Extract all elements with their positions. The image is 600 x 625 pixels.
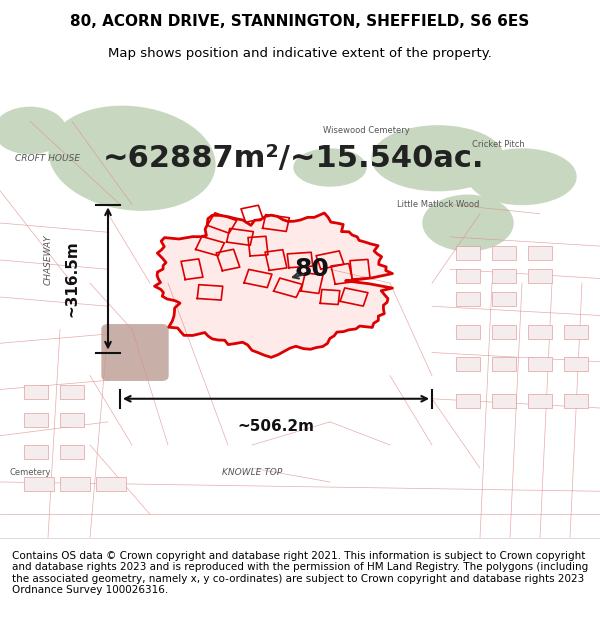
Bar xyxy=(456,394,480,408)
Bar xyxy=(492,325,516,339)
Bar xyxy=(456,269,480,283)
Bar xyxy=(24,385,48,399)
Bar xyxy=(528,357,552,371)
Text: 80, ACORN DRIVE, STANNINGTON, SHEFFIELD, S6 6ES: 80, ACORN DRIVE, STANNINGTON, SHEFFIELD,… xyxy=(70,14,530,29)
Bar xyxy=(456,357,480,371)
Bar xyxy=(564,394,588,408)
Ellipse shape xyxy=(49,106,215,210)
Bar xyxy=(492,246,516,260)
Ellipse shape xyxy=(372,126,504,191)
Bar xyxy=(492,394,516,408)
Text: CROFT HOUSE: CROFT HOUSE xyxy=(16,154,80,162)
Text: KNOWLE TOP: KNOWLE TOP xyxy=(222,468,282,478)
Bar xyxy=(456,246,480,260)
Text: CHASEWAY: CHASEWAY xyxy=(44,234,53,285)
Ellipse shape xyxy=(0,107,66,154)
Ellipse shape xyxy=(423,195,513,251)
Bar xyxy=(528,325,552,339)
FancyBboxPatch shape xyxy=(102,325,168,380)
Bar xyxy=(564,325,588,339)
Ellipse shape xyxy=(294,149,366,186)
Bar xyxy=(24,478,54,491)
Text: Little Matlock Wood: Little Matlock Wood xyxy=(397,200,479,209)
Bar xyxy=(492,292,516,306)
Bar xyxy=(60,445,84,459)
Bar xyxy=(564,357,588,371)
Text: ~316.5m: ~316.5m xyxy=(65,240,79,317)
Bar xyxy=(60,478,90,491)
Text: Cricket Pitch: Cricket Pitch xyxy=(472,140,524,149)
Bar xyxy=(24,412,48,426)
Bar xyxy=(24,445,48,459)
Bar xyxy=(528,269,552,283)
Bar xyxy=(456,325,480,339)
Text: ~506.2m: ~506.2m xyxy=(238,419,314,434)
Text: Wisewood Cemetery: Wisewood Cemetery xyxy=(323,126,409,135)
Bar xyxy=(96,478,126,491)
Text: Contains OS data © Crown copyright and database right 2021. This information is : Contains OS data © Crown copyright and d… xyxy=(12,551,588,596)
Text: Map shows position and indicative extent of the property.: Map shows position and indicative extent… xyxy=(108,48,492,61)
Text: 80: 80 xyxy=(295,258,329,281)
Bar xyxy=(528,246,552,260)
Bar xyxy=(528,394,552,408)
Ellipse shape xyxy=(468,149,576,204)
Bar xyxy=(492,269,516,283)
Bar xyxy=(60,412,84,426)
Polygon shape xyxy=(155,213,392,358)
Bar xyxy=(456,292,480,306)
Text: ~62887m²/~15.540ac.: ~62887m²/~15.540ac. xyxy=(103,144,485,172)
Text: Cemetery: Cemetery xyxy=(9,468,51,478)
Bar xyxy=(60,385,84,399)
Bar xyxy=(492,357,516,371)
